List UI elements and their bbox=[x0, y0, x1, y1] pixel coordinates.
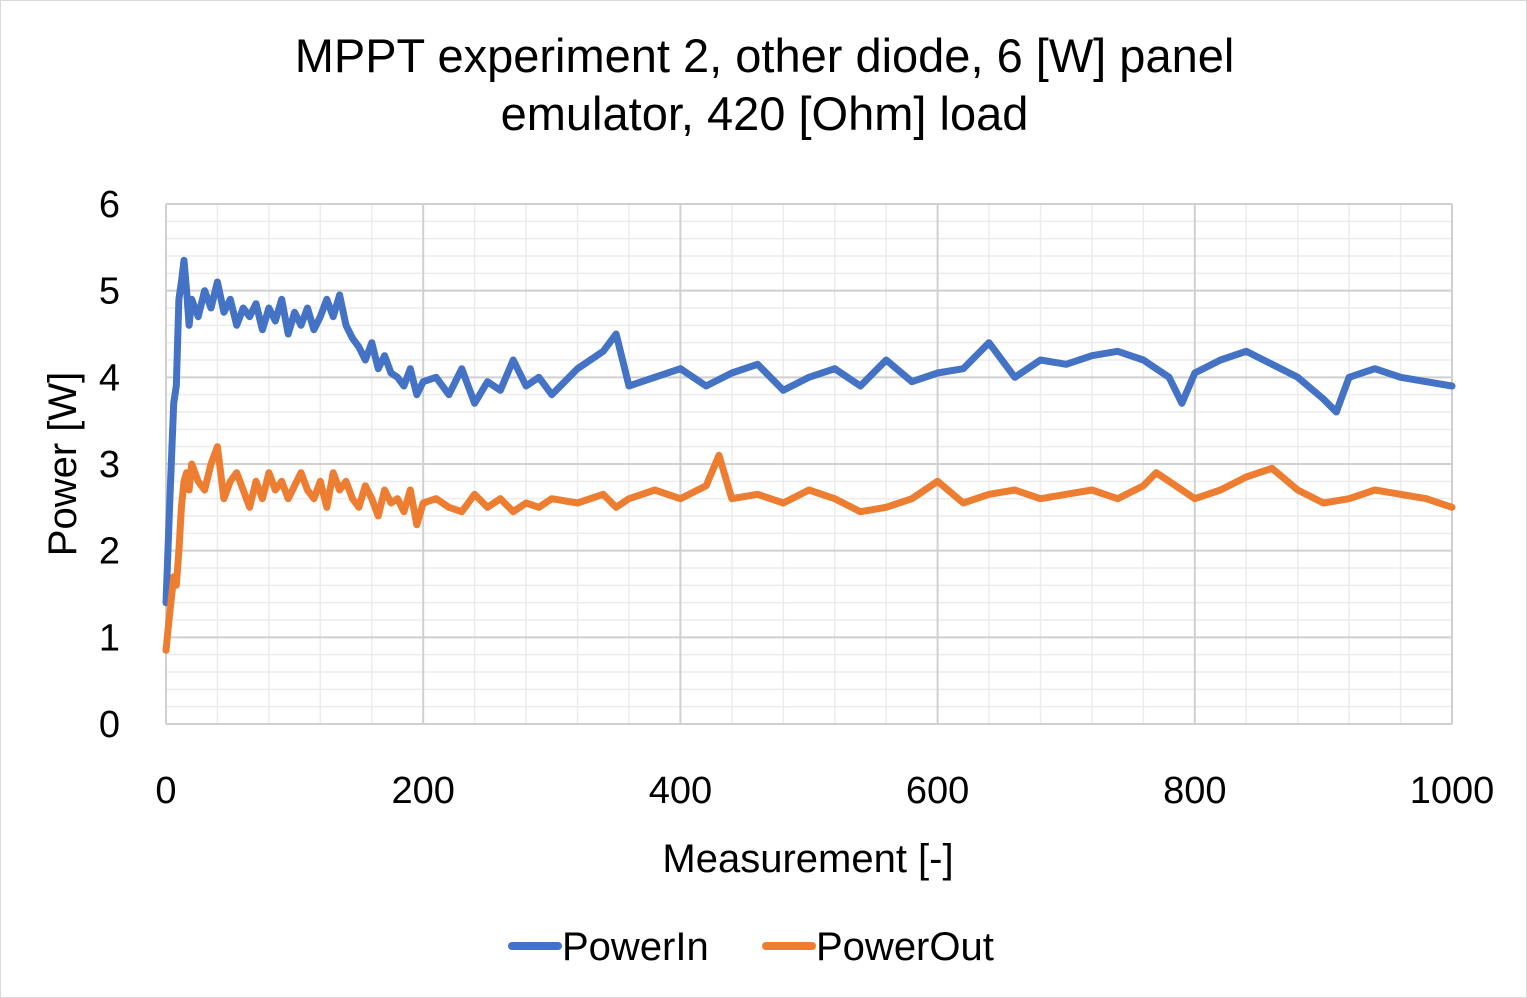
chart-title: MPPT experiment 2, other diode, 6 [W] pa… bbox=[1, 27, 1527, 143]
major-gridlines bbox=[165, 203, 1453, 725]
x-tick-label: 800 bbox=[1163, 770, 1226, 812]
x-axis-ticks: 0 200 400 600 800 1000 bbox=[155, 770, 1494, 812]
y-tick-label: 4 bbox=[99, 357, 120, 399]
legend-label-powerin: PowerIn bbox=[562, 925, 709, 969]
series-layer bbox=[162, 256, 1456, 654]
y-axis-ticks: 0 1 2 3 4 5 6 bbox=[99, 184, 120, 746]
legend-label-powerout: PowerOut bbox=[816, 925, 994, 969]
y-tick-label: 3 bbox=[99, 444, 120, 486]
chart-title-line-2: emulator, 420 [Ohm] load bbox=[500, 87, 1029, 140]
x-tick-label: 200 bbox=[391, 770, 454, 812]
x-axis-label: Measurement [-] bbox=[662, 837, 953, 881]
y-axis-label: Power [W] bbox=[41, 372, 85, 556]
legend: PowerIn PowerOut bbox=[508, 925, 994, 969]
x-tick-label: 1000 bbox=[1410, 770, 1495, 812]
x-tick-label: 400 bbox=[649, 770, 712, 812]
y-tick-label: 1 bbox=[99, 617, 120, 659]
y-tick-label: 5 bbox=[99, 271, 120, 313]
series-line-powerin bbox=[162, 256, 1456, 607]
x-tick-label: 600 bbox=[906, 770, 969, 812]
y-tick-label: 6 bbox=[99, 184, 120, 226]
y-tick-label: 0 bbox=[99, 704, 120, 746]
y-tick-label: 2 bbox=[99, 531, 120, 573]
chart-title-line-1: MPPT experiment 2, other diode, 6 [W] pa… bbox=[294, 29, 1235, 82]
x-tick-label: 0 bbox=[155, 770, 176, 812]
series-line-powerout bbox=[162, 443, 1456, 654]
